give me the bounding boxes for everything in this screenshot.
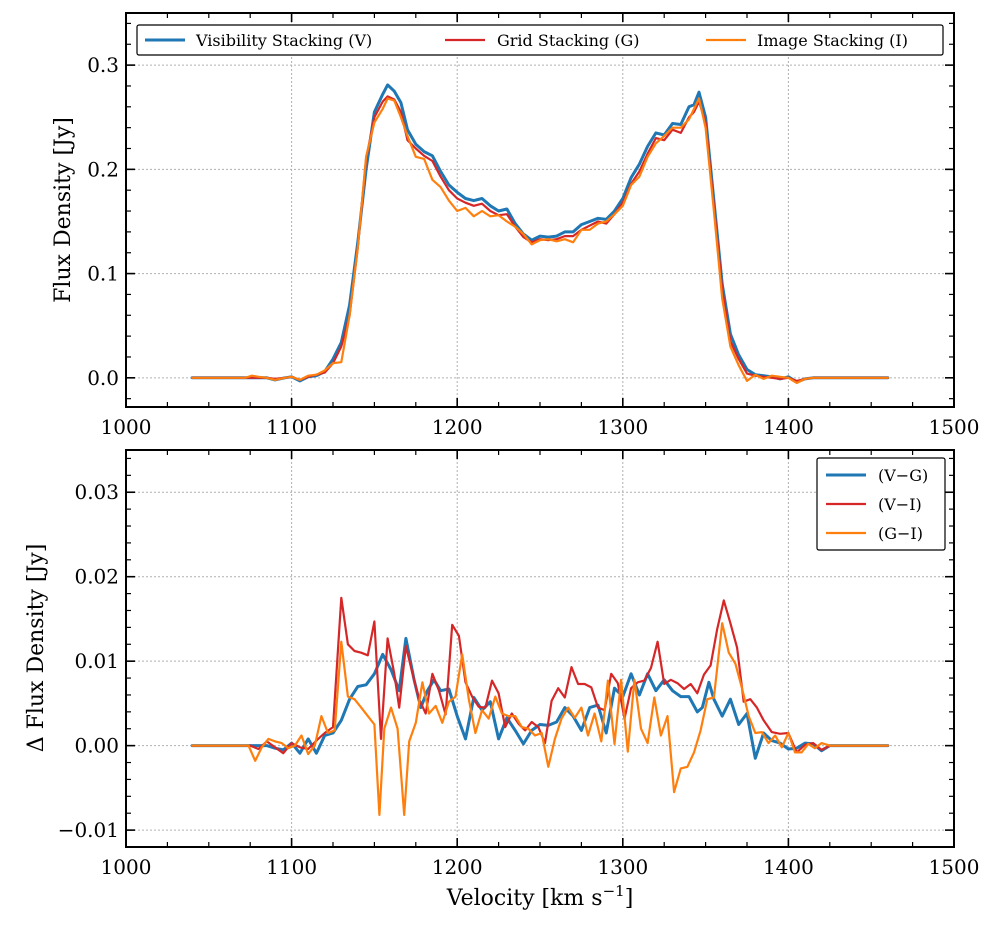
plot-frame (125, 449, 955, 848)
series-group (190, 596, 890, 816)
legend-label-v-i: (V−I) (878, 495, 922, 514)
plot-frame (125, 12, 955, 408)
legend-label-v-g: (V−G) (878, 466, 928, 485)
legend-label-g-i: (G−I) (878, 524, 923, 543)
y-tick-label-0-00: 0.00 (74, 734, 119, 758)
y-tick-label-0-0: 0.0 (87, 366, 119, 390)
y-tick-label-0-2: 0.2 (87, 157, 119, 181)
y-tick-label-0-03: 0.03 (74, 480, 119, 504)
y-tick-label-0-02: 0.02 (74, 565, 119, 589)
y-tick-label-0-3: 0.3 (87, 53, 119, 77)
series-group (190, 83, 890, 385)
y-axis-label: Δ Flux Density [Jy] (24, 544, 49, 753)
x-tick-label-1100: 1100 (266, 415, 317, 439)
series-line-image-stacking-i (191, 97, 889, 385)
x-tick-label-1500: 1500 (929, 415, 980, 439)
flux-density-panel: 1000 1100 1200 1300 1400 1500 0.0 0.1 0.2 0.3 Flu… (51, 12, 979, 439)
y-tick-label-0-01: −0.01 (58, 818, 119, 842)
legend: Visibility Stacking (V) Grid Stacking (G… (136, 24, 944, 56)
series-line-v-g (190, 636, 890, 760)
x-tick-label-1200: 1200 (432, 855, 483, 879)
tick-labels: 1000 1100 1200 1300 1400 1500 0.0 0.1 0.2 0.3 (87, 53, 979, 439)
x-tick-label-1100: 1100 (266, 855, 317, 879)
y-axis-label: Flux Density [Jy] (51, 117, 76, 303)
legend-label-image: Image Stacking (I) (757, 31, 908, 50)
x-tick-label-1200: 1200 (432, 415, 483, 439)
x-tick-label-1000: 1000 (101, 415, 152, 439)
x-axis-label-main: Velocity [km s (446, 886, 603, 911)
y-tick-label-0-1: 0.1 (87, 262, 119, 286)
legend: (V−G) (V−I) (G−I) (816, 457, 946, 551)
x-tick-label-1300: 1300 (597, 415, 648, 439)
x-axis-label: Velocity [km s−1] (446, 882, 634, 911)
series-line-g-i (191, 622, 889, 816)
x-tick-label-1500: 1500 (929, 855, 980, 879)
plot-area (126, 13, 954, 407)
x-axis-label-superscript: −1 (603, 882, 625, 900)
legend-box (136, 24, 944, 56)
x-axis-label-end: ] (625, 886, 634, 911)
tick-labels: 1000 1100 1200 1300 1400 1500 −0.01 0.00 0.01 0.0… (58, 480, 980, 879)
y-tick-label-0-01: 0.01 (74, 649, 119, 673)
legend-label-visibility: Visibility Stacking (V) (195, 31, 372, 50)
x-tick-label-1400: 1400 (763, 855, 814, 879)
delta-flux-panel: 1000 1100 1200 1300 1400 1500 −0.01 0.00 0.01 0.0… (24, 449, 980, 911)
x-tick-label-1400: 1400 (763, 415, 814, 439)
legend-label-grid: Grid Stacking (G) (497, 31, 639, 50)
x-tick-label-1000: 1000 (101, 855, 152, 879)
x-tick-label-1300: 1300 (597, 855, 648, 879)
plot-area (126, 450, 954, 847)
legend-box (816, 457, 946, 551)
